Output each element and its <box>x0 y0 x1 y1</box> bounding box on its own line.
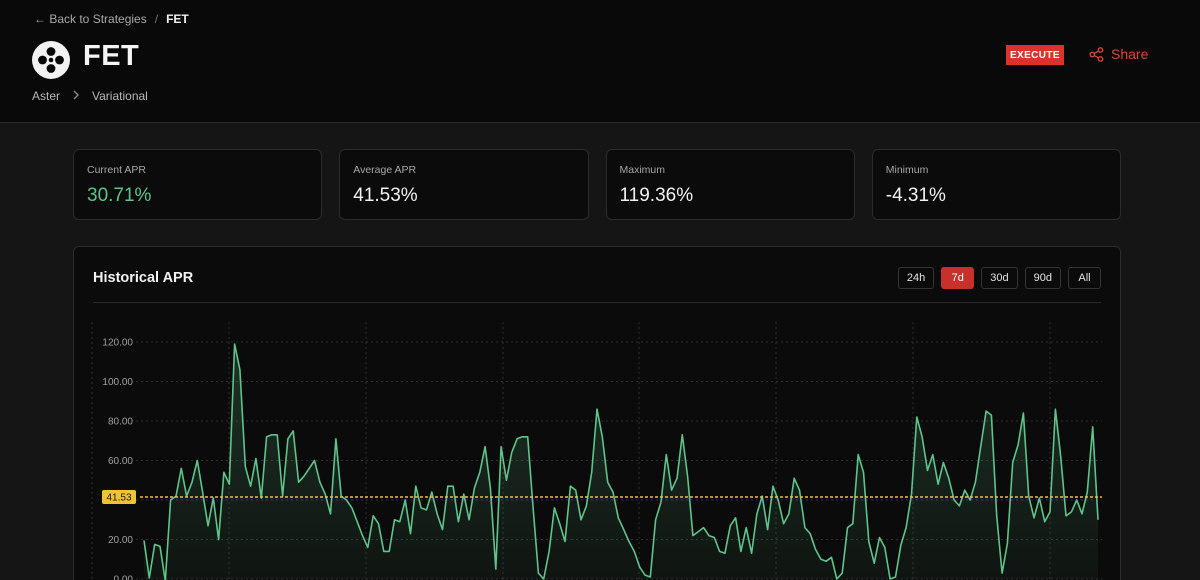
stat-label: Current APR <box>87 164 146 176</box>
fet-token-icon <box>32 41 70 79</box>
share-button[interactable]: Share <box>1089 46 1148 62</box>
stat-label: Average APR <box>353 164 417 176</box>
y-tick-label: 100.00 <box>102 377 133 388</box>
time-range-selector: 24h 7d 30d 90d All <box>897 267 1101 289</box>
y-tick-label: 20.00 <box>108 535 133 546</box>
route-from-exchange[interactable]: Aster <box>32 89 61 103</box>
range-24h-button[interactable]: 24h <box>897 267 935 289</box>
y-tick-label: 120.00 <box>102 338 133 349</box>
route-to-exchange[interactable]: Variational <box>92 89 148 103</box>
breadcrumb: ← Back to Strategies / FET <box>34 12 189 26</box>
stat-value: -4.31% <box>885 185 946 206</box>
apr-area-chart[interactable]: 120.00100.0080.0060.0040.0020.000.0041.5… <box>74 247 1122 580</box>
y-tick-label: 80.00 <box>108 417 133 428</box>
stat-value: 119.36% <box>619 185 694 206</box>
apr-series-line <box>143 343 1099 580</box>
range-all-button[interactable]: All <box>1068 267 1101 289</box>
range-30d-button[interactable]: 30d <box>981 267 1018 289</box>
historical-apr-panel: Historical APR 24h 7d 30d 90d All 120.00… <box>73 246 1121 580</box>
stats-cards: Current APR 30.71% Average APR 41.53% Ma… <box>73 149 1121 220</box>
apr-area-fill <box>144 344 1098 580</box>
stat-value: 41.53% <box>353 185 418 206</box>
current-apr-card: Current APR 30.71% <box>73 149 323 220</box>
panel-title: Historical APR <box>93 270 194 286</box>
stat-label: Minimum <box>885 164 929 176</box>
minimum-apr-card: Minimum -4.31% <box>871 149 1121 220</box>
breadcrumb-current: FET <box>166 12 189 26</box>
y-tick-label: 0.00 <box>114 575 134 580</box>
execute-button[interactable]: EXECUTE <box>1006 45 1064 65</box>
page-title: FET <box>83 40 140 72</box>
average-badge-label: 41.53 <box>106 492 131 503</box>
share-label: Share <box>1111 46 1149 62</box>
average-badge <box>102 489 136 504</box>
back-to-strategies-link[interactable]: ← Back to Strategies <box>34 12 147 26</box>
share-icon <box>1089 46 1104 62</box>
breadcrumb-separator: / <box>154 12 159 26</box>
range-90d-button[interactable]: 90d <box>1024 267 1061 289</box>
route-breadcrumb: Aster Variational <box>32 89 148 103</box>
range-7d-button[interactable]: 7d <box>941 267 975 289</box>
chevron-right-icon <box>72 90 80 103</box>
average-apr-card: Average APR 41.53% <box>339 149 589 220</box>
page-header: ← Back to Strategies / FET FET Aster Var… <box>0 0 1200 123</box>
y-tick-label: 60.00 <box>108 456 133 467</box>
maximum-apr-card: Maximum 119.36% <box>605 149 855 220</box>
panel-divider <box>93 302 1101 303</box>
stat-value: 30.71% <box>87 185 152 206</box>
stat-label: Maximum <box>619 164 666 176</box>
